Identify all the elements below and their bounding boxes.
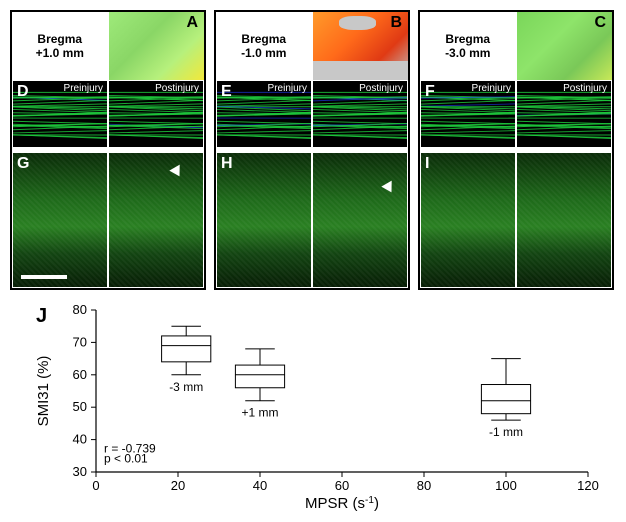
histo-pre: I: [420, 152, 516, 288]
histo-post: [312, 152, 408, 288]
bregma-label: Bregma-1.0 mm: [216, 12, 312, 80]
panel-column-col2: Bregma-1.0 mm B E Preinjury Postinjury H: [214, 10, 410, 290]
svg-text:80: 80: [417, 478, 431, 493]
cell-label-post: Postinjury: [563, 83, 607, 94]
svg-text:SMI31 (%): SMI31 (%): [35, 356, 52, 427]
cell-label-post: Postinjury: [359, 83, 403, 94]
panel-letter-I: I: [425, 155, 429, 173]
svg-text:40: 40: [253, 478, 267, 493]
histo-pre: H: [216, 152, 312, 288]
panel-letter-A: A: [186, 14, 198, 32]
histo-post: [516, 152, 612, 288]
panel-J-plot: J 0 20 40 60 80 100 120 30 40 50 60 70 80 MPSR (s-1) SM…: [28, 300, 608, 512]
svg-text:-1 mm: -1 mm: [489, 425, 523, 439]
tract-pre: D Preinjury: [12, 80, 108, 148]
panel-letter-G: G: [17, 155, 29, 173]
tract-pre: E Preinjury: [216, 80, 312, 148]
arrowhead-icon: [169, 165, 184, 180]
tract-row: E Preinjury Postinjury: [216, 80, 408, 148]
svg-text:50: 50: [73, 399, 87, 414]
svg-text:+1 mm: +1 mm: [241, 406, 278, 420]
svg-text:40: 40: [73, 432, 87, 447]
arrowhead-icon: [381, 181, 396, 196]
svg-text:-3 mm: -3 mm: [169, 380, 203, 394]
tract-post: Postinjury: [108, 80, 204, 148]
bregma-label: Bregma+1.0 mm: [12, 12, 108, 80]
tract-post: Postinjury: [312, 80, 408, 148]
svg-text:80: 80: [73, 302, 87, 317]
cell-label-pre: Preinjury: [64, 83, 103, 94]
panel-letter-D: D: [17, 83, 29, 101]
panel-column-col3: Bregma-3.0 mm C F Preinjury Postinjury I: [418, 10, 614, 290]
panel-letter-E: E: [221, 83, 232, 101]
svg-text:70: 70: [73, 334, 87, 349]
tract-row: F Preinjury Postinjury: [420, 80, 612, 148]
panel-column-col1: Bregma+1.0 mm A D Preinjury Postinjury G: [10, 10, 206, 290]
panel-letter-C: C: [594, 14, 606, 32]
heatmap-A: A: [108, 12, 205, 80]
bregma-label: Bregma-3.0 mm: [420, 12, 516, 80]
svg-text:p < 0.01: p < 0.01: [104, 451, 148, 465]
panel-header: Bregma-1.0 mm B: [216, 12, 408, 80]
svg-text:20: 20: [171, 478, 185, 493]
svg-text:30: 30: [73, 464, 87, 479]
svg-text:0: 0: [92, 478, 99, 493]
figure-root: Bregma+1.0 mmADPreinjuryPostinjuryGBregm…: [0, 0, 626, 522]
histo-row: I: [420, 152, 612, 288]
heatmap-B: B: [312, 12, 409, 80]
panel-letter-F: F: [425, 83, 435, 101]
histo-row: G: [12, 152, 204, 288]
scale-bar: [21, 275, 67, 279]
cell-label-pre: Preinjury: [472, 83, 511, 94]
svg-text:100: 100: [495, 478, 517, 493]
tract-post: Postinjury: [516, 80, 612, 148]
heatmap-C: C: [516, 12, 613, 80]
tract-pre: F Preinjury: [420, 80, 516, 148]
svg-text:60: 60: [335, 478, 349, 493]
panel-header: Bregma+1.0 mm A: [12, 12, 204, 80]
tract-row: D Preinjury Postinjury: [12, 80, 204, 148]
histo-pre: G: [12, 152, 108, 288]
panel-letter-J: J: [36, 305, 47, 327]
cell-label-post: Postinjury: [155, 83, 199, 94]
panel-header: Bregma-3.0 mm C: [420, 12, 612, 80]
histo-post: [108, 152, 204, 288]
svg-text:60: 60: [73, 367, 87, 382]
cell-label-pre: Preinjury: [268, 83, 307, 94]
histo-row: H: [216, 152, 408, 288]
panel-letter-B: B: [390, 14, 402, 32]
panel-letter-H: H: [221, 155, 233, 173]
svg-text:MPSR (s-1): MPSR (s-1): [305, 495, 379, 513]
svg-text:120: 120: [577, 478, 599, 493]
